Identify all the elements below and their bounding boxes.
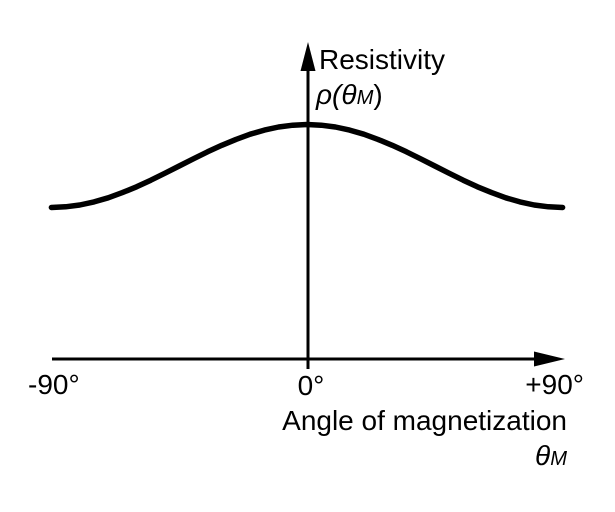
y-axis-arrowhead-icon [300,42,316,71]
y-axis-title: Resistivity [319,44,446,75]
x-tick-label-plus90: +90° [525,369,584,400]
x-tick-label-minus90: -90° [28,369,80,400]
y-symbol-pre: ρ(θ [316,79,357,110]
x-symbol-subscript: M [550,448,567,470]
amr-curve [48,121,566,211]
y-symbol-subscript: M [356,87,374,109]
y-symbol-post: ) [373,79,383,110]
x-axis-symbol: θM [535,440,567,472]
x-axis-arrowhead-icon [534,351,565,367]
x-symbol-theta: θ [535,440,551,471]
x-tick-label-zero: 0° [297,370,325,401]
x-axis-title: Angle of magnetization [282,405,567,436]
y-axis-symbol: ρ(θM) [316,79,383,111]
